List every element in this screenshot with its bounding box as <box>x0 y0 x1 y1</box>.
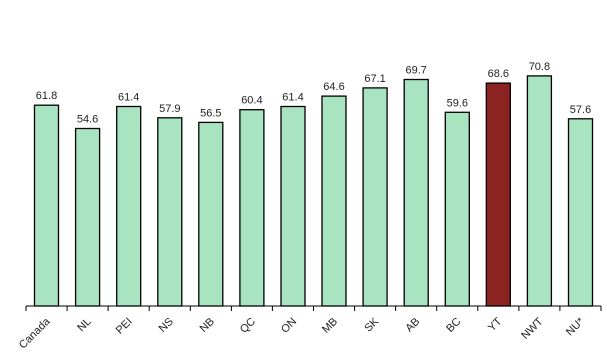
value-label-pei: 61.4 <box>118 92 139 104</box>
x-tick-labels-group: Canada NL PEI NS NB QC ON MB SK AB BC YT NWT NU* <box>17 315 587 351</box>
tick-label-pei: PEI <box>114 316 135 337</box>
value-label-qc: 60.4 <box>241 95 262 107</box>
value-label-ab: 69.7 <box>405 65 426 77</box>
value-label-sk: 67.1 <box>364 73 385 85</box>
tick-label-nu: NU* <box>564 315 587 338</box>
bar-bc <box>444 111 470 307</box>
value-label-canada: 61.8 <box>36 90 57 102</box>
tick-label-nb: NB <box>198 316 217 335</box>
bar-nl <box>74 127 101 307</box>
bar-ab <box>403 78 429 307</box>
bar-sk <box>362 87 388 307</box>
tick-label-canada: Canada <box>17 315 53 351</box>
tick-label-mb: MB <box>320 316 340 336</box>
tick-label-sk: SK <box>362 315 381 334</box>
value-label-nu: 57.6 <box>570 104 591 116</box>
bar-pei <box>116 105 142 307</box>
tick-label-ab: AB <box>403 316 422 335</box>
bar-nb <box>198 121 224 307</box>
x-ticks-group <box>25 306 602 311</box>
value-label-nl: 54.6 <box>77 114 98 126</box>
bar-on <box>280 105 306 307</box>
value-labels-group: 61.8 54.6 61.4 57.9 56.5 60.4 61.4 64.6 67.1 69.7… <box>36 61 591 126</box>
bar-nu <box>567 118 594 307</box>
value-label-bc: 59.6 <box>447 97 468 109</box>
value-label-nb: 56.5 <box>200 107 221 119</box>
tick-label-on: ON <box>279 316 299 336</box>
bar-yt <box>485 82 511 307</box>
tick-label-nl: NL <box>75 316 93 334</box>
bar-mb <box>321 95 347 307</box>
bar-canada <box>33 104 60 307</box>
value-label-on: 61.4 <box>282 92 303 104</box>
tick-label-yt: YT <box>486 315 505 334</box>
bar-ns <box>157 117 183 307</box>
value-label-nwt: 70.8 <box>529 61 550 73</box>
tick-label-ns: NS <box>157 316 176 335</box>
bars-group <box>33 75 594 307</box>
value-label-yt: 68.6 <box>488 68 509 80</box>
tick-label-bc: BC <box>444 316 463 335</box>
value-label-mb: 64.6 <box>323 81 344 93</box>
tick-label-qc: QC <box>238 316 258 336</box>
tick-label-nwt: NWT <box>519 315 545 341</box>
value-label-ns: 57.9 <box>159 103 180 115</box>
bar-nwt <box>526 75 553 307</box>
bar-qc <box>239 109 265 307</box>
